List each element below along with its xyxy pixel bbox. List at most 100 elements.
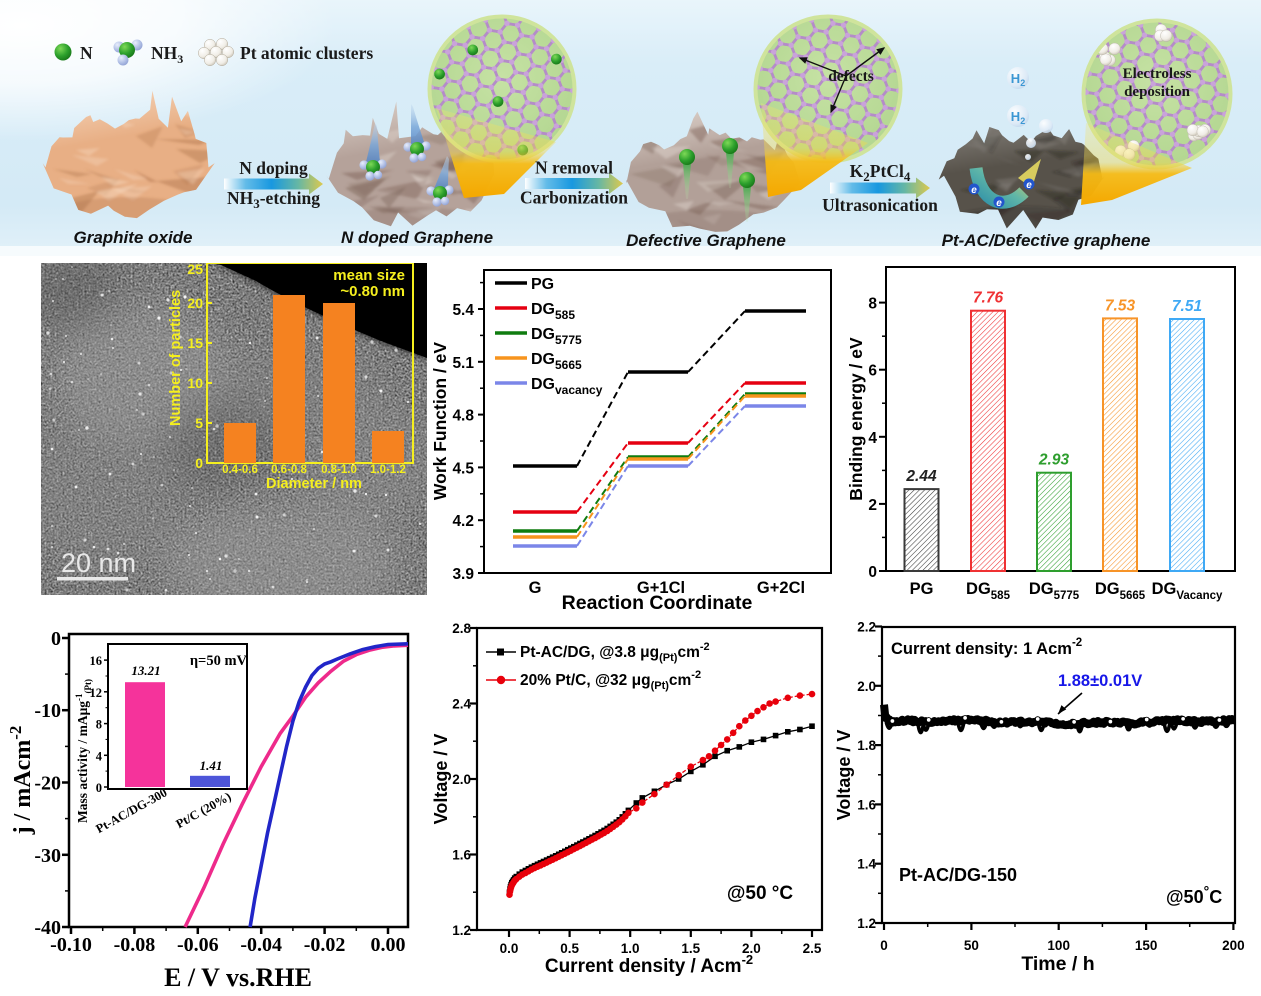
svg-text:0.5: 0.5 (560, 941, 579, 956)
svg-text:4.8: 4.8 (452, 408, 474, 425)
svg-text:1.4: 1.4 (857, 857, 876, 872)
svg-text:DGVacancy: DGVacancy (1152, 580, 1223, 602)
svg-text:DG5665: DG5665 (1095, 580, 1146, 602)
svg-text:~0.80 nm: ~0.80 nm (340, 283, 405, 300)
svg-text:0.6-0.8: 0.6-0.8 (271, 464, 307, 476)
svg-text:DG585: DG585 (966, 580, 1011, 602)
svg-text:1.6: 1.6 (452, 848, 471, 863)
svg-text:5: 5 (195, 415, 203, 431)
svg-text:DG5775: DG5775 (1029, 580, 1080, 602)
svg-text:1.88±0.01V: 1.88±0.01V (1058, 672, 1142, 690)
svg-text:Pt-AC/Defective graphene: Pt-AC/Defective graphene (942, 231, 1151, 250)
svg-text:j / mAcm-2: j / mAcm-2 (6, 726, 36, 836)
svg-text:e: e (996, 198, 1002, 209)
svg-text:Mass activity / mAμg-1(Pt): Mass activity / mAμg-1(Pt) (74, 679, 93, 823)
svg-text:1.41: 1.41 (200, 758, 223, 773)
svg-text:2.0: 2.0 (452, 772, 471, 787)
svg-text:25: 25 (187, 263, 203, 277)
svg-text:0: 0 (880, 938, 888, 953)
svg-text:-0.10: -0.10 (50, 934, 92, 956)
svg-text:1.6: 1.6 (857, 797, 876, 812)
svg-text:0: 0 (195, 455, 203, 471)
svg-text:4: 4 (868, 430, 877, 447)
svg-text:-0.02: -0.02 (304, 934, 346, 956)
svg-text:1.8: 1.8 (857, 738, 876, 753)
svg-text:-30: -30 (34, 845, 61, 867)
svg-text:0.8-1.0: 0.8-1.0 (321, 464, 357, 476)
svg-text:0.0: 0.0 (500, 941, 519, 956)
svg-text:G+2Cl: G+2Cl (757, 579, 805, 597)
svg-text:7.51: 7.51 (1172, 298, 1202, 315)
svg-text:2.2: 2.2 (857, 620, 876, 635)
svg-text:Pt atomic clusters: Pt atomic clusters (240, 43, 373, 63)
svg-text:150: 150 (1135, 938, 1158, 953)
svg-text:2: 2 (868, 497, 877, 514)
svg-text:8: 8 (96, 718, 102, 732)
svg-text:2.8: 2.8 (452, 621, 471, 636)
svg-text:20% Pt/C, @32 μg(Pt)cm-2: 20% Pt/C, @32 μg(Pt)cm-2 (520, 669, 701, 692)
svg-text:4.5: 4.5 (452, 460, 474, 477)
svg-text:@50 °C: @50 °C (727, 883, 794, 904)
svg-text:e: e (1026, 180, 1032, 191)
svg-text:8: 8 (868, 296, 877, 313)
svg-text:Reaction Coordinate: Reaction Coordinate (562, 592, 753, 614)
svg-text:Time / h: Time / h (1021, 953, 1094, 975)
svg-text:4.2: 4.2 (452, 513, 474, 530)
svg-text:50: 50 (964, 938, 979, 953)
svg-text:1.5: 1.5 (681, 941, 700, 956)
svg-text:2.0: 2.0 (742, 941, 761, 956)
svg-text:0.4-0.6: 0.4-0.6 (222, 464, 258, 476)
svg-text:K2PtCl4: K2PtCl4 (850, 161, 911, 184)
svg-text:200: 200 (1222, 938, 1245, 953)
svg-text:13.21: 13.21 (131, 663, 160, 678)
svg-text:G: G (529, 579, 542, 597)
svg-text:-0.04: -0.04 (240, 934, 282, 956)
svg-text:100: 100 (1047, 938, 1070, 953)
svg-text:-10: -10 (34, 700, 61, 722)
svg-text:Number of particles: Number of particles (168, 290, 184, 426)
svg-text:2.93: 2.93 (1038, 452, 1070, 469)
svg-text:0: 0 (96, 781, 102, 795)
svg-text:6: 6 (868, 363, 877, 380)
svg-text:N: N (80, 43, 93, 63)
svg-text:Defective Graphene: Defective Graphene (626, 231, 786, 250)
svg-text:7.76: 7.76 (973, 290, 1004, 307)
svg-text:-40: -40 (34, 917, 61, 939)
svg-text:1.2: 1.2 (452, 923, 471, 938)
svg-text:N doped Graphene: N doped Graphene (341, 228, 493, 247)
svg-text:defects: defects (828, 68, 874, 85)
svg-text:N removal: N removal (535, 158, 613, 178)
svg-text:Graphite oxide: Graphite oxide (73, 228, 192, 247)
svg-text:15: 15 (187, 335, 203, 351)
svg-text:0: 0 (51, 628, 61, 650)
svg-text:NH3-etching: NH3-etching (227, 188, 320, 211)
svg-text:Ultrasonication: Ultrasonication (822, 195, 938, 215)
svg-text:7.53: 7.53 (1105, 297, 1136, 314)
svg-text:PG: PG (531, 276, 554, 293)
svg-text:2.5: 2.5 (803, 941, 822, 956)
svg-text:10: 10 (187, 375, 203, 391)
svg-text:5.4: 5.4 (452, 302, 474, 319)
svg-text:-0.06: -0.06 (177, 934, 219, 956)
svg-text:12: 12 (90, 686, 103, 700)
svg-text:-0.08: -0.08 (114, 934, 156, 956)
svg-text:-20: -20 (34, 773, 61, 795)
svg-text:Diameter / nm: Diameter / nm (266, 476, 362, 492)
svg-text:Work Function / eV: Work Function / eV (430, 342, 450, 500)
svg-text:E / V vs.RHE: E / V vs.RHE (164, 963, 312, 992)
svg-text:20 nm: 20 nm (61, 548, 136, 578)
svg-text:Binding energy / eV: Binding energy / eV (846, 337, 866, 501)
svg-text:@50°C: @50°C (1166, 883, 1222, 907)
svg-text:0.00: 0.00 (371, 934, 406, 956)
svg-text:2.44: 2.44 (905, 468, 937, 485)
svg-text:2.0: 2.0 (857, 679, 876, 694)
svg-text:e: e (971, 185, 977, 196)
svg-text:G+1Cl: G+1Cl (637, 579, 685, 597)
svg-text:5.1: 5.1 (452, 355, 474, 372)
svg-text:deposition: deposition (1124, 84, 1191, 100)
svg-text:η=50 mV: η=50 mV (190, 653, 248, 669)
svg-text:1.2: 1.2 (857, 916, 876, 931)
svg-text:Pt-AC/DG, @3.8 μg(Pt)cm-2: Pt-AC/DG, @3.8 μg(Pt)cm-2 (520, 641, 710, 664)
svg-text:16: 16 (90, 654, 103, 668)
svg-text:Voltage / V: Voltage / V (834, 730, 854, 821)
